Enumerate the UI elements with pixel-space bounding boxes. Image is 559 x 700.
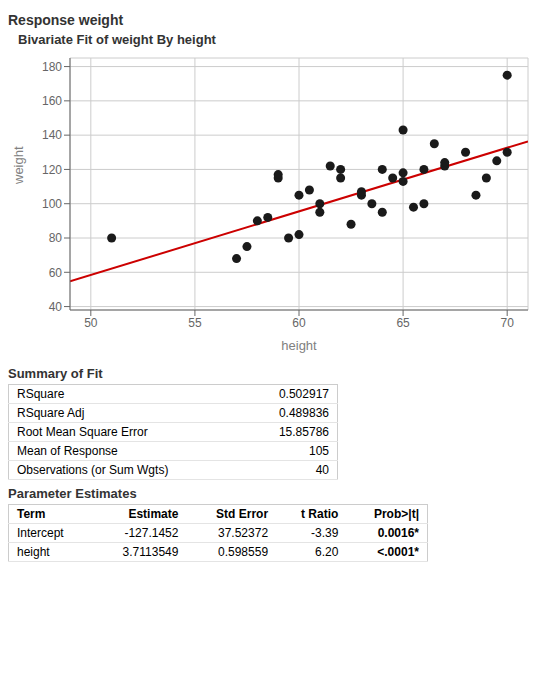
svg-text:70: 70 <box>501 316 515 330</box>
html-text:37.52372: 37.52372 <box>218 526 269 540</box>
html-text:Root Mean Square Error: Root Mean Square Error <box>17 425 148 439</box>
html-text:-3.39: -3.39 <box>311 526 339 540</box>
html-text:Std Error: Std Error <box>216 507 269 521</box>
svg-text:height: height <box>281 338 317 353</box>
svg-text:60: 60 <box>292 316 306 330</box>
html-text:0.489836: 0.489836 <box>278 406 329 420</box>
html-text:6.20: 6.20 <box>315 545 339 559</box>
html-text:105: 105 <box>309 444 329 458</box>
svg-text:100: 100 <box>42 197 62 211</box>
html-text:Term: Term <box>17 507 46 521</box>
html-text:Prob>|t|: Prob>|t| <box>373 507 419 521</box>
html-text:<.0001*: <.0001* <box>377 545 419 559</box>
svg-text:60: 60 <box>49 266 63 280</box>
html-text:15.85786: 15.85786 <box>278 425 329 439</box>
svg-text:65: 65 <box>396 316 410 330</box>
html-text:-127.1452: -127.1452 <box>124 526 179 540</box>
html-text:3.7113549: 3.7113549 <box>122 545 179 559</box>
html-text:Summary of Fit: Summary of Fit <box>8 366 103 381</box>
svg-text:weight: weight <box>11 146 26 185</box>
html-text:Mean of Response: Mean of Response <box>17 444 118 458</box>
html-text:Estimate: Estimate <box>128 507 179 521</box>
html-text:Intercept: Intercept <box>17 526 64 540</box>
svg-text:50: 50 <box>84 316 98 330</box>
svg-text:80: 80 <box>49 231 63 245</box>
svg-text:160: 160 <box>42 94 62 108</box>
html-text:Bivariate Fit of weight By hei: Bivariate Fit of weight By height <box>18 32 216 47</box>
html-text:Parameter Estimates: Parameter Estimates <box>8 486 137 501</box>
svg-text:55: 55 <box>188 316 202 330</box>
html-text:0.598559: 0.598559 <box>218 545 269 559</box>
html-text:RSquare: RSquare <box>17 387 65 401</box>
html-text:RSquare Adj: RSquare Adj <box>17 406 85 420</box>
html-text:0.0016*: 0.0016* <box>377 526 419 540</box>
svg-text:120: 120 <box>42 163 62 177</box>
html-text:Response weight: Response weight <box>8 12 124 28</box>
html-text:height: height <box>17 545 50 559</box>
html-text:0.502917: 0.502917 <box>278 387 329 401</box>
html-text:Observations (or Sum Wgts): Observations (or Sum Wgts) <box>17 463 169 477</box>
svg-text:180: 180 <box>42 60 62 74</box>
html-text:t Ratio: t Ratio <box>301 507 339 521</box>
svg-text:140: 140 <box>42 128 62 142</box>
svg-text:40: 40 <box>49 300 63 314</box>
html-text:40: 40 <box>315 463 329 477</box>
